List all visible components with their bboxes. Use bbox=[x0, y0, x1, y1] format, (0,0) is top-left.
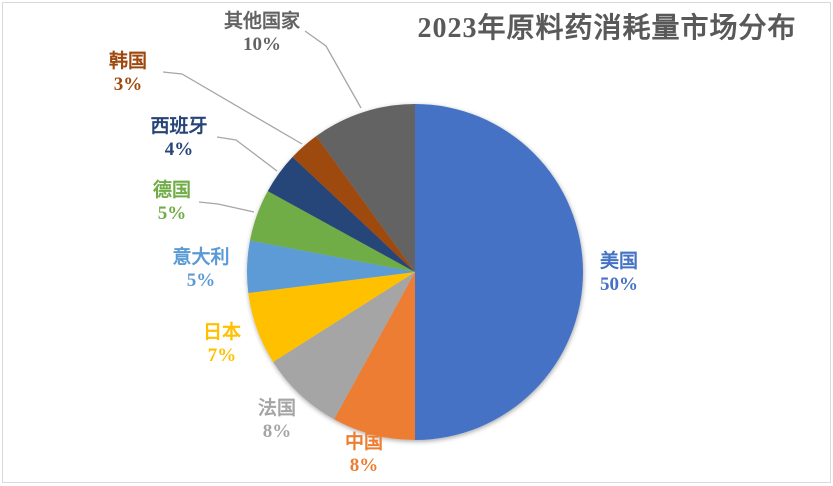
pie-slice-5 bbox=[249, 191, 415, 272]
leader-line-6 bbox=[216, 136, 278, 172]
pie-slice-3 bbox=[248, 272, 415, 363]
slice-label-name: 意大利 bbox=[172, 247, 230, 268]
slice-label-pct: 7% bbox=[207, 345, 237, 366]
chart-title: 2023年原料药消耗量市场分布 bbox=[417, 13, 797, 44]
pie-slice-0 bbox=[415, 104, 583, 440]
slice-label-6: 西班牙 4% bbox=[150, 115, 207, 161]
slice-label-pct: 8% bbox=[262, 421, 292, 442]
leader-line-5 bbox=[198, 201, 255, 213]
slice-label-1: 中国 8% bbox=[345, 431, 383, 477]
pie-slice-8 bbox=[316, 104, 415, 272]
slice-label-4: 意大利 5% bbox=[172, 246, 229, 292]
pie-slice-2 bbox=[273, 272, 415, 420]
pie-slice-7 bbox=[292, 136, 415, 272]
slice-label-pct: 5% bbox=[157, 203, 187, 224]
slice-label-name: 其他国家 bbox=[223, 11, 301, 32]
slice-label-name: 西班牙 bbox=[150, 116, 208, 137]
slice-label-2: 法国 8% bbox=[258, 397, 296, 443]
pie-slice-6 bbox=[267, 157, 415, 272]
slice-label-pct: 5% bbox=[186, 270, 216, 291]
label-leader-lines bbox=[162, 30, 362, 213]
slice-label-pct: 50% bbox=[599, 274, 638, 295]
slice-label-5: 德国 5% bbox=[153, 179, 191, 225]
slice-label-8: 其他国家 10% bbox=[224, 10, 300, 56]
slice-label-3: 日本 7% bbox=[203, 321, 241, 367]
slice-label-name: 法国 bbox=[257, 398, 297, 419]
pie-slices bbox=[246, 104, 583, 440]
slice-label-name: 日本 bbox=[202, 322, 242, 343]
slice-label-pct: 8% bbox=[349, 455, 379, 476]
slice-label-name: 韩国 bbox=[108, 51, 148, 72]
slice-label-pct: 4% bbox=[164, 139, 194, 160]
leader-line-8 bbox=[304, 30, 362, 109]
slice-label-name: 德国 bbox=[152, 180, 192, 201]
pie-slice-1 bbox=[334, 272, 415, 440]
slice-label-pct: 10% bbox=[242, 34, 281, 55]
pie-slice-4 bbox=[246, 240, 415, 294]
slice-label-name: 美国 bbox=[599, 251, 639, 272]
slice-label-pct: 3% bbox=[113, 74, 143, 95]
slice-label-name: 中国 bbox=[344, 432, 384, 453]
slice-label-0: 美国 50% bbox=[600, 250, 638, 296]
slice-label-7: 韩国 3% bbox=[109, 50, 147, 96]
leader-line-7 bbox=[162, 71, 303, 145]
